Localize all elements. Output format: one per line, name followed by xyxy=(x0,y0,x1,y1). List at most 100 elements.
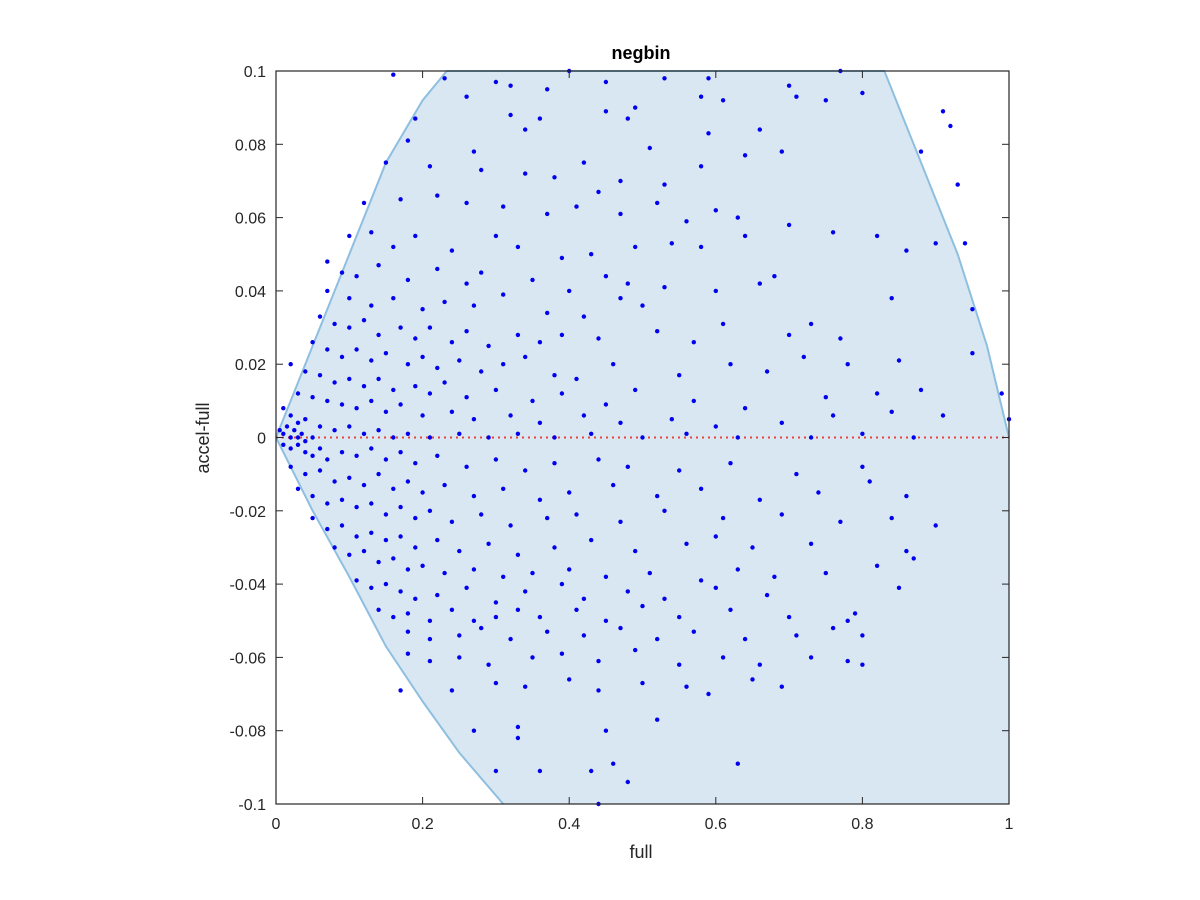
data-point xyxy=(720,515,726,521)
data-point xyxy=(735,567,740,572)
data-point xyxy=(317,446,323,451)
data-point xyxy=(435,453,440,458)
data-point xyxy=(537,768,543,774)
data-point xyxy=(501,204,506,209)
data-point xyxy=(369,303,374,308)
data-point xyxy=(361,482,367,488)
data-point xyxy=(889,296,894,301)
data-point xyxy=(713,424,718,429)
data-point xyxy=(347,552,352,557)
data-point xyxy=(464,395,469,400)
data-point xyxy=(691,398,696,404)
y-tick-label: 0.06 xyxy=(235,211,266,228)
data-point xyxy=(405,431,411,436)
data-point xyxy=(698,94,704,99)
data-point xyxy=(299,431,304,436)
data-point xyxy=(691,340,696,345)
data-point xyxy=(677,614,682,620)
data-point xyxy=(339,497,345,502)
data-point xyxy=(735,761,740,766)
data-point xyxy=(325,501,330,506)
data-point xyxy=(757,127,762,132)
data-point xyxy=(713,585,718,590)
data-point xyxy=(530,655,535,660)
data-point xyxy=(838,519,843,524)
data-point xyxy=(830,625,836,631)
data-point xyxy=(633,387,638,393)
data-point xyxy=(523,684,528,689)
data-point xyxy=(757,281,762,286)
data-point xyxy=(398,534,403,539)
data-point xyxy=(508,636,513,642)
data-point xyxy=(618,625,623,631)
data-point xyxy=(442,482,447,488)
data-point xyxy=(596,189,601,195)
data-point xyxy=(728,461,733,466)
data-point xyxy=(655,717,660,722)
data-point xyxy=(391,244,396,250)
data-point xyxy=(383,457,389,462)
data-point xyxy=(552,175,557,180)
data-point xyxy=(955,182,960,187)
data-point xyxy=(464,281,469,286)
data-point xyxy=(698,244,704,250)
data-point xyxy=(816,490,821,495)
data-point xyxy=(464,200,469,206)
data-point xyxy=(413,545,418,550)
data-point xyxy=(420,563,425,568)
data-point xyxy=(295,435,301,440)
data-point xyxy=(669,241,674,246)
data-point xyxy=(288,413,293,418)
data-point xyxy=(779,149,784,154)
data-point xyxy=(640,603,645,609)
data-point xyxy=(860,662,865,667)
data-point xyxy=(493,680,499,686)
data-point xyxy=(376,607,381,612)
data-point xyxy=(493,233,499,239)
data-point xyxy=(625,589,630,594)
y-tick-label: -0.1 xyxy=(238,797,266,814)
data-point xyxy=(633,548,638,554)
data-point xyxy=(339,523,345,528)
data-point xyxy=(515,431,521,436)
data-point xyxy=(633,647,638,653)
data-point xyxy=(706,76,711,81)
data-point xyxy=(523,171,528,176)
data-point xyxy=(435,365,440,371)
data-point xyxy=(523,589,528,594)
data-point xyxy=(537,340,543,345)
data-point xyxy=(457,358,462,363)
data-point xyxy=(757,497,762,502)
data-point xyxy=(830,413,836,418)
data-point xyxy=(742,233,748,239)
data-point xyxy=(764,369,770,374)
data-point xyxy=(383,160,389,165)
data-point xyxy=(618,211,623,217)
data-point xyxy=(332,545,337,550)
data-point xyxy=(523,468,528,473)
data-point xyxy=(435,592,440,598)
data-point xyxy=(581,633,587,638)
data-point xyxy=(284,424,290,429)
data-point xyxy=(369,446,374,451)
data-point xyxy=(427,435,433,440)
data-point xyxy=(786,332,792,338)
data-point xyxy=(750,545,755,550)
data-point xyxy=(479,625,484,631)
data-point xyxy=(479,270,484,275)
data-point xyxy=(808,321,814,327)
data-point xyxy=(742,153,748,158)
data-point xyxy=(852,611,858,616)
y-tick-label: 0 xyxy=(257,431,266,448)
data-point xyxy=(596,688,601,693)
data-point xyxy=(523,354,528,360)
x-tick-label: 1 xyxy=(1005,816,1014,833)
data-point xyxy=(545,87,550,92)
data-point xyxy=(420,490,425,495)
data-point xyxy=(515,735,521,741)
data-point xyxy=(486,541,491,546)
data-point xyxy=(640,680,645,686)
data-point xyxy=(317,373,323,378)
data-point xyxy=(611,482,616,488)
data-point xyxy=(310,340,315,345)
